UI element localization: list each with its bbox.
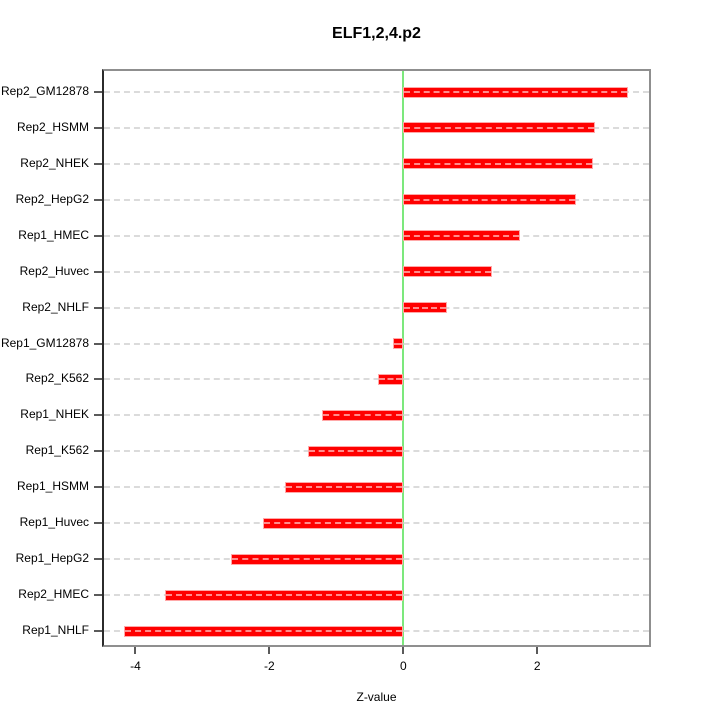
y-tick-label: Rep2_Huvec (19, 263, 89, 278)
bar-rep1_gm12878 (393, 338, 404, 350)
y-tick-label: Rep1_Huvec (19, 515, 89, 530)
y-tick-label: Rep1_HepG2 (15, 551, 89, 566)
gridline (104, 270, 649, 273)
y-tick-label: Rep1_HSMM (16, 479, 89, 494)
gridline (104, 198, 649, 201)
bar-rep1_hepg2 (230, 553, 404, 565)
gridline (104, 342, 649, 345)
bar-rep1_huvec (263, 517, 404, 529)
bar-rep2_huvec (403, 266, 492, 278)
x-tick-label: 0 (399, 659, 407, 673)
y-tick-label: Rep2_HSMM (16, 119, 89, 134)
y-tick-label: Rep2_HMEC (18, 587, 89, 602)
bar-gridline-overlay (404, 234, 519, 237)
bar-rep1_hmec (403, 230, 520, 242)
bar-rep2_gm12878 (403, 86, 628, 98)
y-tick-label: Rep2_HepG2 (15, 191, 89, 206)
y-tick (94, 486, 102, 489)
plot-area (102, 69, 651, 647)
bar-gridline-overlay (404, 162, 592, 165)
y-tick (94, 91, 102, 93)
bar-gridline-overlay (231, 558, 403, 561)
x-tick (402, 647, 405, 654)
bar-gridline-overlay (309, 450, 403, 453)
y-tick (94, 198, 102, 201)
y-tick (94, 306, 102, 309)
x-axis-title: Z-value (356, 690, 397, 704)
gridline (104, 126, 649, 129)
x-tick (134, 647, 137, 654)
y-tick (94, 558, 102, 561)
bar-gridline-overlay (378, 378, 403, 381)
gridline (104, 162, 649, 165)
y-tick (94, 270, 102, 273)
x-tick-label: -2 (264, 659, 275, 673)
zero-reference-line (402, 71, 405, 645)
y-tick-label: Rep1_HMEC (18, 227, 89, 242)
bar-rep2_k562 (377, 373, 404, 385)
y-tick-label: Rep1_NHLF (22, 623, 89, 637)
x-tick (536, 647, 539, 654)
bar-rep2_nhek (403, 158, 593, 170)
x-tick (268, 647, 271, 654)
bar-gridline-overlay (322, 414, 403, 417)
y-tick (94, 630, 102, 632)
y-tick (94, 522, 102, 525)
y-tick (94, 162, 102, 165)
bar-gridline-overlay (404, 306, 447, 309)
y-tick-label: Rep2_NHEK (20, 155, 89, 170)
y-tick-label: Rep1_GM12878 (0, 335, 89, 350)
bar-rep1_nhek (321, 409, 404, 421)
bar-gridline-overlay (404, 91, 627, 93)
gridline (104, 91, 649, 93)
x-tick-label: 2 (533, 659, 541, 673)
y-tick-label: Rep1_K562 (25, 443, 89, 458)
bar-rep2_hsmm (403, 122, 596, 134)
y-tick (94, 342, 102, 345)
y-tick (94, 234, 102, 237)
gridline (104, 378, 649, 381)
bar-gridline-overlay (404, 126, 595, 129)
y-tick (94, 126, 102, 129)
bar-gridline-overlay (404, 198, 576, 201)
gridline (104, 306, 649, 309)
gridline (104, 234, 649, 237)
y-tick (94, 378, 102, 381)
y-tick (94, 450, 102, 453)
y-tick (94, 414, 102, 417)
y-tick-label: Rep2_GM12878 (0, 84, 89, 98)
bar-rep2_hepg2 (403, 194, 577, 206)
bar-gridline-overlay (404, 270, 491, 273)
y-tick-label: Rep2_NHLF (22, 299, 89, 314)
bar-rep1_k562 (308, 445, 404, 457)
bar-gridline-overlay (394, 342, 403, 345)
bar-rep2_nhlf (403, 302, 448, 314)
y-tick-label: Rep1_NHEK (20, 407, 89, 422)
bar-gridline-overlay (264, 522, 403, 525)
bar-rep2_hmec (164, 589, 404, 601)
bar-rep1_hsmm (285, 481, 404, 493)
y-tick (94, 594, 102, 597)
bar-rep1_nhlf (124, 625, 404, 637)
x-tick-label: -4 (130, 659, 141, 673)
y-tick-label: Rep2_K562 (25, 371, 89, 386)
chart-title: ELF1,2,4.p2 (332, 25, 421, 42)
bar-gridline-overlay (165, 594, 403, 597)
bar-gridline-overlay (125, 630, 403, 632)
bar-gridline-overlay (286, 486, 403, 489)
